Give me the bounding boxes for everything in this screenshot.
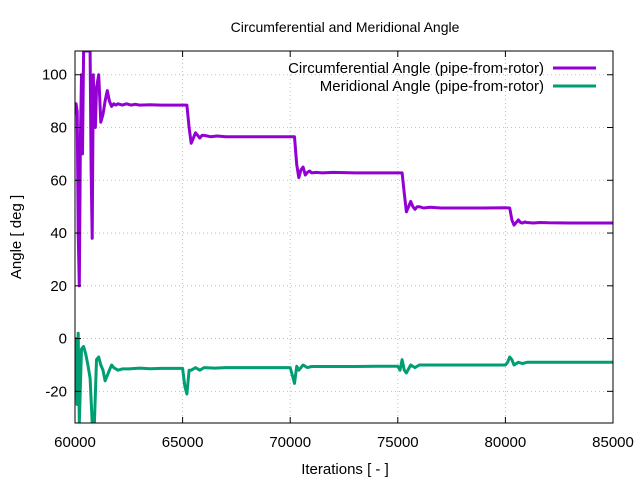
axis-ticks: 60000 65000 70000 75000 80000 85000 -20 0 20 40 60… bbox=[42, 51, 634, 451]
y-axis-title: Angle [ deg ] bbox=[8, 195, 25, 279]
y-tick-label: 0 bbox=[59, 331, 67, 348]
legend-label-0: Circumferential Angle (pipe-from-rotor) bbox=[288, 60, 544, 77]
x-tick-label: 85000 bbox=[592, 434, 634, 451]
plot-series bbox=[75, 51, 613, 423]
grid bbox=[75, 51, 613, 423]
y-tick-label: 60 bbox=[50, 172, 67, 189]
y-tick-label: 20 bbox=[50, 278, 67, 295]
legend-label-1: Meridional Angle (pipe-from-rotor) bbox=[320, 78, 544, 95]
series-line-1 bbox=[75, 331, 613, 423]
y-tick-label: 100 bbox=[42, 67, 67, 84]
x-tick-label: 80000 bbox=[485, 434, 527, 451]
x-tick-label: 65000 bbox=[162, 434, 204, 451]
x-tick-label: 70000 bbox=[269, 434, 311, 451]
x-tick-label: 60000 bbox=[54, 434, 96, 451]
legend: Circumferential Angle (pipe-from-rotor)M… bbox=[288, 60, 596, 95]
y-tick-label: -20 bbox=[45, 383, 67, 400]
chart-title: Circumferential and Meridional Angle bbox=[231, 19, 460, 35]
series-line-0 bbox=[75, 51, 613, 288]
y-tick-label: 80 bbox=[50, 120, 67, 137]
x-axis-title: Iterations [ - ] bbox=[301, 461, 389, 478]
y-tick-label: 40 bbox=[50, 225, 67, 242]
x-tick-label: 75000 bbox=[377, 434, 419, 451]
plot-frame bbox=[74, 50, 614, 424]
